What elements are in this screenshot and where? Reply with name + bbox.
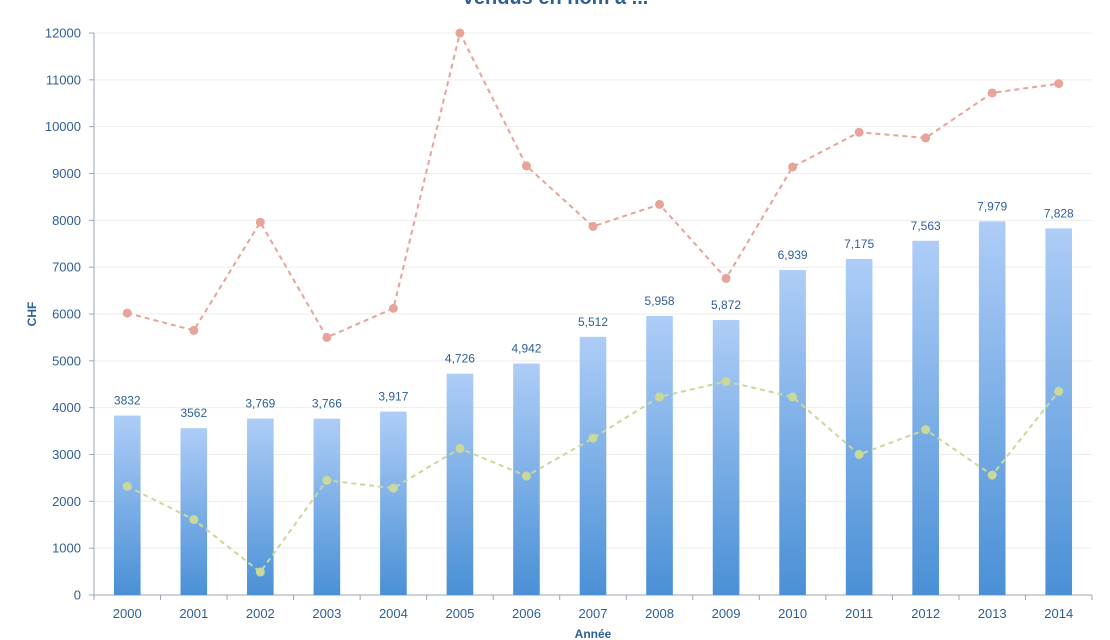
bar: [579, 336, 607, 595]
y-tick-label: 2000: [52, 494, 81, 509]
x-tick-label: 2013: [978, 606, 1007, 621]
bar-data-label: 4,726: [445, 352, 475, 366]
tick-labels: 0 1000 2000 3000 4000 5000 6000 7000 8000 9000 100…: [45, 26, 1073, 622]
line-point: [987, 470, 997, 480]
bar-data-label: 3,917: [378, 390, 408, 404]
line-point: [854, 127, 864, 137]
x-tick-label: 2007: [579, 606, 608, 621]
x-tick-label: 2006: [512, 606, 541, 621]
line-point: [1054, 386, 1064, 396]
bar: [446, 373, 474, 595]
bar-data-label: 3832: [114, 394, 141, 408]
bar-data-label: 4,942: [511, 342, 541, 356]
line-point: [322, 475, 332, 485]
y-tick-label: 8000: [52, 213, 81, 228]
line-point: [455, 28, 465, 38]
bar: [313, 418, 341, 595]
line-point: [788, 162, 798, 172]
y-tick-label: 0: [74, 588, 81, 603]
line-point: [189, 515, 199, 525]
bar: [978, 221, 1006, 595]
line-point: [521, 471, 531, 481]
line-point: [388, 303, 398, 313]
bar-data-label: 5,872: [711, 298, 741, 312]
bar-data-label: 7,979: [977, 199, 1007, 213]
bar-data-labels: 3832 3562 3,769 3,766 3,917 4,726 4,942 5,512 5,…: [114, 199, 1074, 420]
y-tick-label: 3000: [52, 447, 81, 462]
line-point: [255, 567, 265, 577]
bar-data-label: 3,769: [245, 396, 275, 410]
line-point: [521, 161, 531, 171]
line-point: [455, 443, 465, 453]
line-point: [721, 376, 731, 386]
line-point: [122, 481, 132, 491]
y-tick-label: 1000: [52, 541, 81, 556]
x-tick-label: 2001: [179, 606, 208, 621]
x-tick-label: 2012: [911, 606, 940, 621]
line-point: [322, 332, 332, 342]
line-point: [255, 217, 265, 227]
y-tick-label: 9000: [52, 166, 81, 181]
y-tick-label: 7000: [52, 260, 81, 275]
line-point: [854, 450, 864, 459]
x-tick-label: 2014: [1044, 606, 1073, 621]
line-point: [788, 392, 798, 402]
x-tick-label: 2009: [712, 606, 741, 621]
x-tick-label: 2011: [845, 606, 873, 621]
line-point: [588, 221, 598, 231]
line-point: [588, 433, 598, 443]
x-tick-label: 2005: [445, 606, 474, 621]
bar: [712, 319, 740, 595]
line-point: [921, 133, 931, 143]
bar: [646, 315, 673, 595]
x-tick-label: 2008: [645, 606, 674, 621]
x-tick-label: 2000: [113, 606, 142, 621]
y-tick-label: 5000: [52, 353, 81, 368]
y-tick-label: 6000: [52, 307, 81, 322]
bar: [180, 428, 208, 595]
x-tick-label: 2002: [246, 606, 275, 621]
bar: [779, 270, 806, 595]
line-point: [987, 88, 997, 98]
bar-data-label: 3,766: [312, 397, 342, 411]
bar: [912, 240, 939, 595]
x-axis-title: Année: [575, 627, 612, 640]
bar: [113, 415, 141, 595]
line-point: [189, 325, 199, 335]
bar-data-label: 6,939: [778, 248, 808, 262]
line-point: [721, 273, 731, 283]
y-tick-label: 4000: [52, 400, 81, 415]
bar-data-label: 5,512: [578, 315, 608, 329]
bar-data-label: 7,563: [911, 219, 941, 233]
line-point: [655, 392, 665, 402]
line-series: [122, 28, 1064, 577]
y-axis-title: CHF: [25, 302, 39, 327]
line-point: [921, 425, 931, 435]
line-series-1: [127, 30, 1059, 339]
bar-data-label: 3562: [180, 406, 207, 420]
bar: [1045, 228, 1073, 595]
y-tick-label: 10000: [45, 119, 81, 134]
line-point: [1054, 79, 1064, 89]
x-tick-label: 2004: [379, 606, 408, 621]
bar: [845, 258, 873, 595]
bar-data-label: 5,958: [645, 294, 675, 308]
y-tick-label: 12000: [45, 26, 81, 41]
bar-data-label: 7,175: [844, 237, 874, 251]
chart-title: Vendus en nom à ...: [462, 0, 649, 9]
bar: [380, 411, 407, 595]
bar-series: [113, 221, 1073, 595]
line-point: [655, 199, 665, 209]
line-point: [122, 308, 132, 318]
x-tick-label: 2010: [778, 606, 807, 621]
bar-data-label: 7,828: [1044, 206, 1074, 220]
x-tick-label: 2003: [312, 606, 341, 621]
y-tick-label: 11000: [46, 72, 81, 87]
line-point: [388, 483, 398, 493]
